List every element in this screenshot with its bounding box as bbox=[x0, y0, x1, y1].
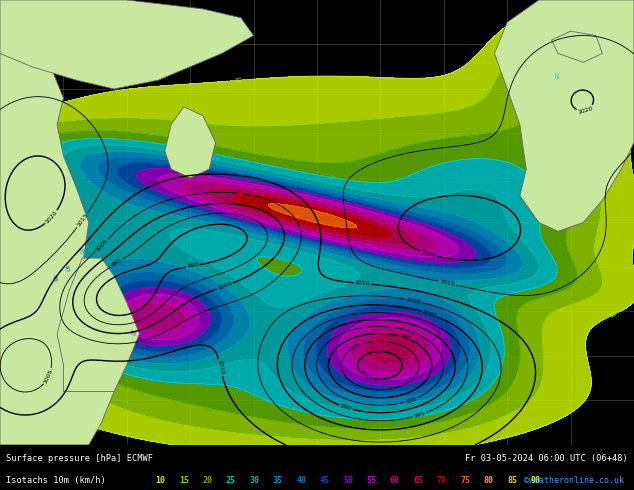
Polygon shape bbox=[552, 31, 602, 62]
Text: 1005: 1005 bbox=[43, 368, 54, 385]
Text: 1010: 1010 bbox=[216, 360, 224, 376]
Text: 25: 25 bbox=[328, 174, 337, 181]
Text: 975: 975 bbox=[349, 342, 361, 352]
Text: 45: 45 bbox=[350, 197, 359, 204]
Text: 70: 70 bbox=[437, 476, 447, 485]
Text: Fr 03-05-2024 06:00 UTC (06+48): Fr 03-05-2024 06:00 UTC (06+48) bbox=[465, 454, 628, 463]
Text: 55: 55 bbox=[366, 476, 377, 485]
Text: 55: 55 bbox=[403, 374, 411, 381]
Text: 1000: 1000 bbox=[421, 309, 437, 319]
Text: 75: 75 bbox=[460, 476, 470, 485]
Text: 55: 55 bbox=[128, 329, 137, 338]
Text: 995: 995 bbox=[413, 411, 426, 419]
Text: Surface pressure [hPa] ECMWF: Surface pressure [hPa] ECMWF bbox=[6, 454, 153, 463]
Text: 50: 50 bbox=[343, 476, 353, 485]
Text: 10: 10 bbox=[155, 476, 165, 485]
Text: 25: 25 bbox=[278, 256, 287, 263]
Text: 990: 990 bbox=[339, 403, 352, 412]
Text: 60: 60 bbox=[171, 302, 181, 311]
Text: 35: 35 bbox=[76, 247, 84, 256]
Text: 55: 55 bbox=[339, 201, 348, 208]
Text: 970: 970 bbox=[358, 370, 371, 381]
Text: 1020: 1020 bbox=[420, 249, 437, 259]
Text: 50: 50 bbox=[352, 201, 361, 208]
Text: 35: 35 bbox=[358, 289, 367, 295]
Text: 985: 985 bbox=[405, 396, 418, 404]
Text: 40: 40 bbox=[330, 307, 339, 315]
Text: 30: 30 bbox=[347, 185, 356, 192]
Text: 40: 40 bbox=[296, 476, 306, 485]
Text: 50: 50 bbox=[174, 287, 183, 294]
Polygon shape bbox=[57, 258, 139, 392]
Text: 65: 65 bbox=[271, 191, 280, 197]
Text: 30: 30 bbox=[198, 256, 208, 265]
Text: 40: 40 bbox=[379, 201, 388, 208]
Text: 20: 20 bbox=[467, 132, 475, 138]
Text: 10: 10 bbox=[234, 77, 242, 83]
Text: 25: 25 bbox=[226, 476, 236, 485]
Text: 990: 990 bbox=[186, 263, 199, 270]
Text: 1020: 1020 bbox=[577, 105, 593, 115]
Text: 20: 20 bbox=[202, 476, 212, 485]
Text: 65: 65 bbox=[396, 331, 405, 337]
Text: 10: 10 bbox=[630, 172, 634, 180]
Text: ©weatheronline.co.uk: ©weatheronline.co.uk bbox=[524, 476, 624, 485]
Text: 80: 80 bbox=[484, 476, 494, 485]
Text: 980: 980 bbox=[399, 334, 411, 342]
Text: 15: 15 bbox=[384, 115, 392, 121]
Text: 45: 45 bbox=[407, 386, 416, 392]
Text: 10: 10 bbox=[630, 262, 634, 270]
Text: 15: 15 bbox=[179, 476, 189, 485]
Text: 1020: 1020 bbox=[44, 210, 58, 225]
Polygon shape bbox=[495, 0, 634, 231]
Text: 1015: 1015 bbox=[439, 279, 455, 287]
Text: 60: 60 bbox=[292, 193, 301, 199]
Text: 35: 35 bbox=[247, 168, 256, 174]
Text: 1005: 1005 bbox=[405, 296, 422, 305]
Text: 25: 25 bbox=[553, 72, 558, 80]
Text: 995: 995 bbox=[110, 258, 123, 269]
Text: 35: 35 bbox=[273, 476, 283, 485]
Text: 1010: 1010 bbox=[354, 280, 370, 287]
Text: 65: 65 bbox=[413, 476, 424, 485]
Text: 60: 60 bbox=[390, 476, 400, 485]
Text: 90: 90 bbox=[531, 476, 541, 485]
Polygon shape bbox=[0, 9, 114, 445]
Text: 85: 85 bbox=[507, 476, 517, 485]
Text: 1000: 1000 bbox=[217, 281, 233, 291]
Text: 45: 45 bbox=[320, 476, 330, 485]
Polygon shape bbox=[165, 107, 216, 178]
Text: 1015: 1015 bbox=[75, 213, 89, 228]
Text: 1005: 1005 bbox=[94, 238, 109, 252]
Text: 45: 45 bbox=[189, 285, 198, 293]
Text: 30: 30 bbox=[249, 476, 259, 485]
Text: Isotachs 10m (km/h): Isotachs 10m (km/h) bbox=[6, 476, 106, 485]
Text: 70: 70 bbox=[267, 194, 276, 200]
Text: 10: 10 bbox=[608, 311, 618, 319]
Polygon shape bbox=[0, 0, 254, 89]
Text: 45: 45 bbox=[51, 274, 58, 283]
Text: 50: 50 bbox=[344, 318, 353, 325]
Text: 75: 75 bbox=[292, 214, 301, 221]
Text: 40: 40 bbox=[63, 263, 70, 272]
Text: 60: 60 bbox=[396, 368, 405, 375]
Text: 10: 10 bbox=[93, 425, 102, 432]
